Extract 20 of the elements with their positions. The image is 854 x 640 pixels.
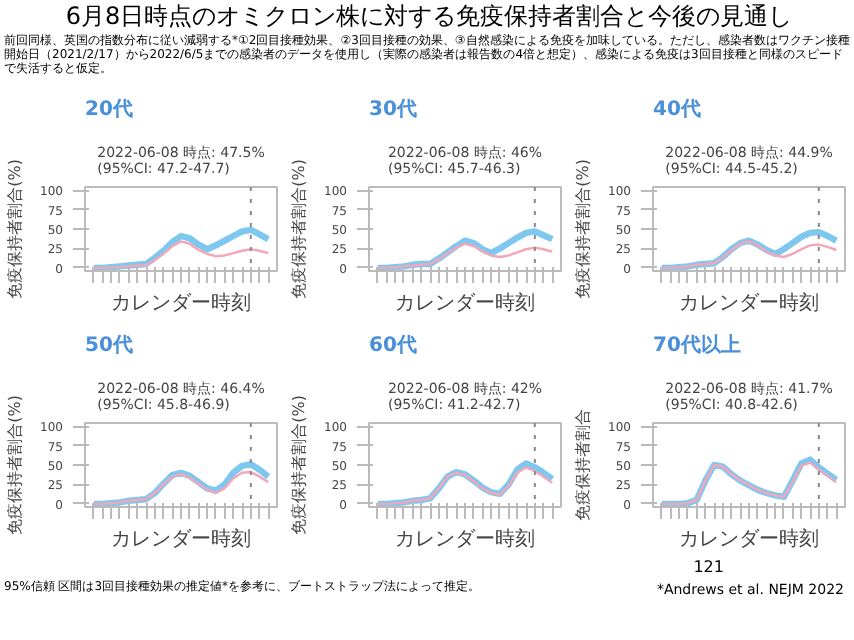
text: 121 bbox=[693, 556, 724, 579]
y-axis-title: 免疫保持者割合(%) bbox=[290, 395, 309, 535]
x-axis-title: カレンダー時刻 bbox=[395, 527, 535, 551]
y-axis-title: 免疫保持者割合(%) bbox=[290, 159, 309, 299]
chart-title: 20代 bbox=[85, 97, 133, 121]
chart-title: 40代 bbox=[653, 97, 701, 121]
chart-title: 50代 bbox=[85, 333, 133, 357]
text: 6月8日時点のオミクロン株に対する免疫保持者割合と今後の見通し bbox=[63, 0, 795, 34]
y-axis-title: 免疫保持者割合(%) bbox=[6, 395, 25, 535]
x-axis-title: カレンダー時刻 bbox=[679, 527, 819, 551]
x-axis-title: カレンダー時刻 bbox=[679, 291, 819, 315]
x-axis-title: カレンダー時刻 bbox=[111, 291, 251, 315]
chart-title: 30代 bbox=[369, 97, 417, 121]
chart-title: 60代 bbox=[369, 333, 417, 357]
y-axis-title: 免疫保持者割合 bbox=[574, 409, 593, 521]
x-axis-title: カレンダー時刻 bbox=[111, 527, 251, 551]
x-axis-title: カレンダー時刻 bbox=[395, 291, 535, 315]
y-axis-title: 免疫保持者割合(%) bbox=[574, 159, 593, 299]
chart-title: 70代以上 bbox=[653, 333, 741, 357]
y-axis-title: 免疫保持者割合(%) bbox=[6, 159, 25, 299]
